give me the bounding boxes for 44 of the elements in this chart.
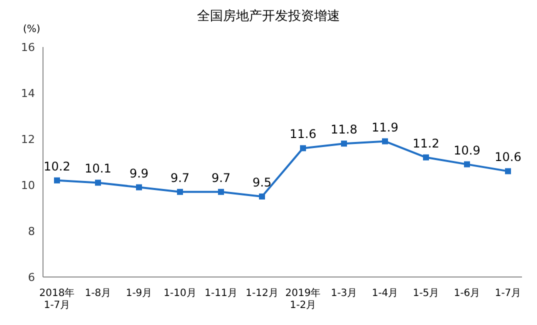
point xyxy=(259,194,265,200)
data-label: 11.9 xyxy=(372,120,398,134)
y-tick-label: 12 xyxy=(21,133,35,146)
data-label: 11.6 xyxy=(290,127,316,142)
data-label: 10.2 xyxy=(44,159,70,174)
chart-title: 全国房地产开发投资增速 xyxy=(197,8,340,24)
point xyxy=(177,188,183,195)
point xyxy=(300,145,306,152)
x-tick-label: 1-9月 xyxy=(126,288,152,299)
x-tick-label: 1-8月 xyxy=(84,288,112,299)
data-label: 9.7 xyxy=(170,170,190,185)
x-tick-label: 2019年 1-2月 xyxy=(285,287,321,311)
x-tick-label: 2018年 1-7月 xyxy=(39,287,75,311)
data-label: 10.6 xyxy=(494,150,522,164)
y-tick-label: 16 xyxy=(21,41,35,54)
x-tick-label: 1-10月 xyxy=(164,288,196,299)
point xyxy=(423,154,429,160)
x-tick-label: 1-4月 xyxy=(372,288,398,299)
point xyxy=(464,161,470,168)
point xyxy=(341,140,347,147)
y-tick-label: 10 xyxy=(21,179,35,192)
x-tick-label: 1-12月 xyxy=(246,288,278,299)
point xyxy=(505,168,511,174)
x-tick-label: 1-5月 xyxy=(412,288,440,299)
point xyxy=(136,184,142,190)
data-label: 9.9 xyxy=(129,166,149,180)
x-tick-label: 1-11月 xyxy=(204,288,238,299)
x-tick-label: 1-7月 xyxy=(494,288,522,299)
data-label: 9.5 xyxy=(252,176,272,190)
point xyxy=(382,138,388,144)
data-label: 9.7 xyxy=(211,170,231,185)
data-label: 10.1 xyxy=(84,162,112,176)
point xyxy=(218,188,224,195)
point xyxy=(54,177,60,184)
x-tick-label: 1-6月 xyxy=(454,288,480,299)
y-tick-label: 8 xyxy=(28,225,35,238)
y-tick-label: 6 xyxy=(28,271,35,284)
y-tick-label: 14 xyxy=(21,87,35,100)
data-label: 11.8 xyxy=(330,122,358,137)
data-label: 10.9 xyxy=(454,143,480,158)
data-label: 11.2 xyxy=(412,136,440,150)
y-axis-title: (%) xyxy=(23,24,40,35)
point xyxy=(95,180,101,186)
x-tick-label: 1-3月 xyxy=(330,288,358,299)
